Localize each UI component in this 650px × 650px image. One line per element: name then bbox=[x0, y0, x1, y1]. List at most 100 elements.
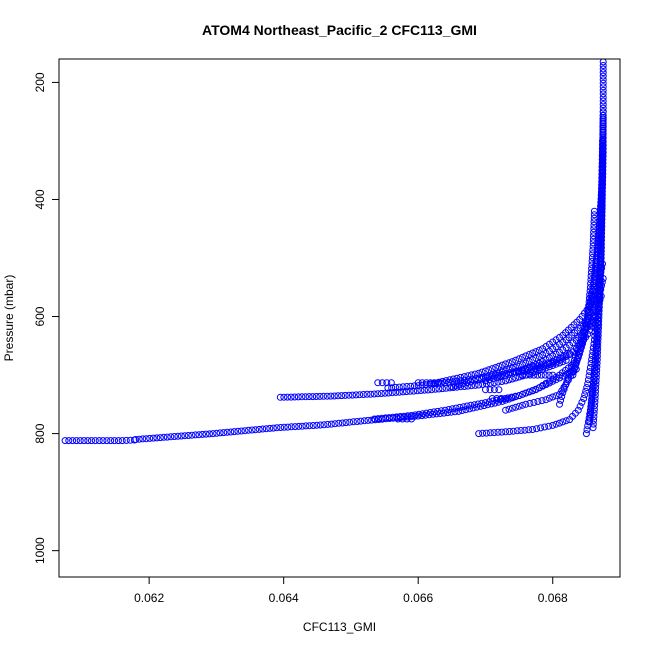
data-point-trace bbox=[426, 409, 434, 416]
data-point-trace bbox=[599, 94, 607, 101]
data-point-trace bbox=[545, 422, 553, 430]
data-point bbox=[552, 358, 560, 366]
data-point-trace bbox=[594, 316, 602, 324]
data-point-trace bbox=[502, 360, 510, 368]
data-point-trace bbox=[552, 376, 560, 384]
data-point-trace bbox=[410, 387, 418, 395]
data-point-trace bbox=[126, 436, 134, 444]
data-point-trace bbox=[76, 437, 84, 445]
data-point-trace bbox=[455, 381, 463, 389]
data-point-trace bbox=[352, 391, 360, 399]
y-tick-label: 1000 bbox=[33, 537, 47, 564]
data-point-trace bbox=[599, 76, 607, 84]
data-point-trace bbox=[545, 371, 553, 379]
data-point bbox=[371, 415, 378, 423]
data-point-trace bbox=[599, 150, 607, 158]
data-point-trace bbox=[508, 404, 516, 412]
data-point-trace bbox=[422, 379, 430, 387]
data-point-trace bbox=[287, 423, 295, 431]
data-point-trace bbox=[378, 379, 386, 387]
data-point-trace bbox=[599, 146, 607, 154]
data-point bbox=[482, 374, 489, 382]
data-point bbox=[374, 390, 382, 398]
data-point-trace bbox=[399, 383, 407, 391]
data-point-trace bbox=[589, 246, 597, 254]
data-point-trace bbox=[269, 424, 277, 432]
y-tick-label: 800 bbox=[33, 423, 47, 443]
data-point-trace bbox=[452, 382, 460, 390]
data-point-trace bbox=[581, 391, 589, 399]
data-point bbox=[598, 207, 606, 215]
x-tick-label: 0.064 bbox=[269, 591, 299, 605]
data-point-trace bbox=[515, 402, 523, 410]
data-point-trace bbox=[259, 425, 267, 433]
data-point-trace bbox=[582, 387, 590, 395]
data-point-trace bbox=[490, 429, 498, 437]
data-point-trace bbox=[587, 400, 595, 408]
y-axis-label: Pressure (mbar) bbox=[2, 275, 16, 362]
data-point-trace bbox=[142, 435, 150, 443]
data-point-trace bbox=[494, 378, 502, 386]
data-point bbox=[488, 395, 496, 402]
data-point-trace bbox=[594, 320, 602, 327]
data-point bbox=[580, 395, 588, 402]
data-point-trace bbox=[153, 434, 161, 442]
data-point bbox=[475, 369, 483, 377]
data-point-trace bbox=[542, 381, 550, 389]
data-point-trace bbox=[84, 437, 92, 445]
data-point-trace bbox=[349, 418, 357, 426]
data-point-trace bbox=[80, 437, 88, 445]
data-point-trace bbox=[316, 392, 324, 400]
data-point-trace bbox=[486, 429, 494, 437]
data-point-trace bbox=[498, 361, 506, 369]
data-point-trace bbox=[598, 189, 606, 197]
data-point-trace bbox=[599, 153, 607, 161]
data-point-trace bbox=[598, 204, 606, 212]
x-axis: 0.062 0.064 0.066 0.068 bbox=[134, 576, 568, 605]
data-point-trace bbox=[586, 308, 594, 316]
data-point-trace bbox=[460, 373, 468, 381]
data-point-trace bbox=[598, 178, 606, 186]
data-point-trace bbox=[580, 333, 588, 341]
data-point-trace bbox=[599, 72, 607, 80]
data-point-trace bbox=[302, 393, 309, 401]
data-point bbox=[320, 421, 328, 429]
data-point-trace bbox=[199, 430, 206, 438]
data-point-trace bbox=[69, 437, 77, 445]
data-point bbox=[360, 417, 368, 425]
data-point bbox=[394, 415, 402, 423]
data-point-trace bbox=[512, 364, 520, 371]
data-point-trace bbox=[526, 399, 534, 407]
data-point-trace bbox=[349, 391, 356, 399]
data-point-trace bbox=[323, 392, 331, 400]
data-point-trace bbox=[599, 121, 607, 129]
data-point-trace bbox=[230, 428, 238, 436]
data-point-trace bbox=[532, 385, 540, 393]
data-point-trace bbox=[227, 428, 235, 436]
data-point-trace bbox=[107, 437, 115, 445]
data-point-trace bbox=[597, 232, 605, 240]
data-point-trace bbox=[381, 389, 389, 397]
data-point-trace bbox=[295, 422, 303, 430]
data-point-trace bbox=[146, 434, 154, 442]
data-point bbox=[556, 374, 563, 382]
data-point-trace bbox=[505, 359, 513, 367]
data-point-trace bbox=[591, 357, 599, 365]
data-point-trace bbox=[291, 393, 299, 401]
data-point-trace bbox=[515, 355, 523, 363]
data-point bbox=[408, 415, 415, 423]
data-point-trace bbox=[599, 157, 607, 165]
data-point-trace bbox=[562, 417, 570, 425]
data-point-trace bbox=[202, 430, 210, 438]
data-point bbox=[595, 301, 602, 309]
data-point-trace bbox=[579, 337, 587, 345]
data-point-trace bbox=[541, 423, 549, 431]
data-point-trace bbox=[241, 427, 249, 435]
data-point-trace bbox=[598, 182, 606, 190]
data-point bbox=[276, 393, 284, 401]
data-point-trace bbox=[519, 401, 526, 409]
data-point-trace bbox=[135, 435, 143, 443]
data-point-trace bbox=[576, 402, 584, 410]
data-point-trace bbox=[571, 363, 579, 371]
data-point bbox=[327, 392, 335, 400]
